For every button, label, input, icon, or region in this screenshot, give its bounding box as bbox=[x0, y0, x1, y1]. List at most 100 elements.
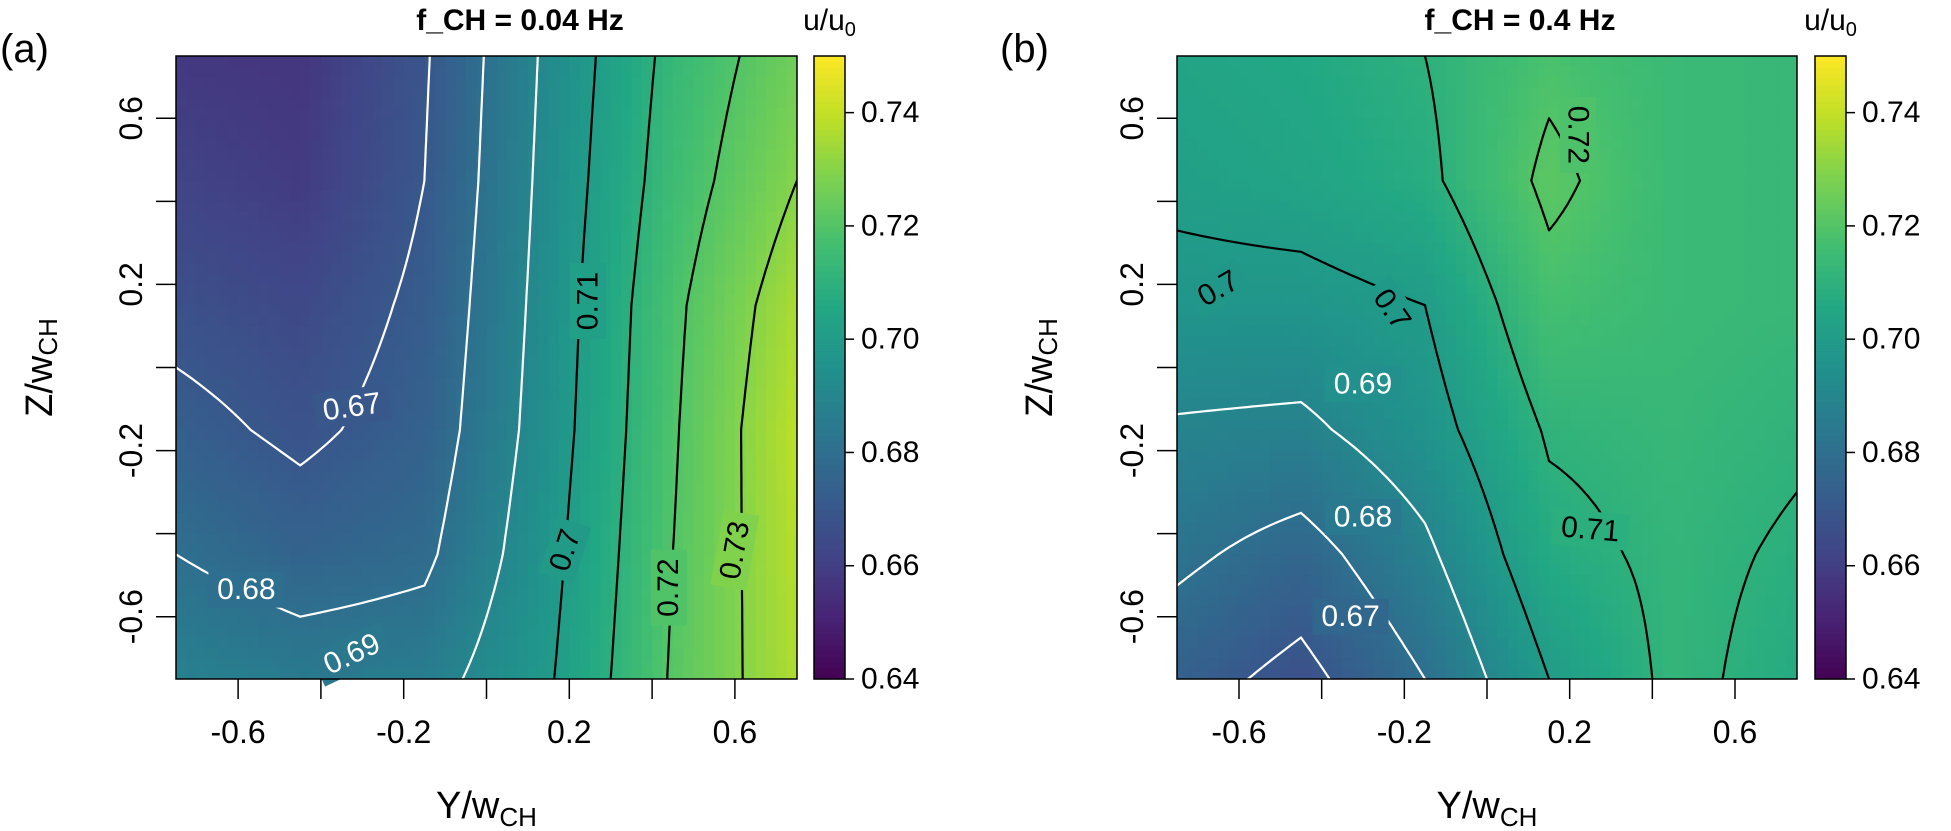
heatmap-cell bbox=[414, 139, 425, 151]
heatmap-cell bbox=[434, 440, 446, 452]
heatmap-cell bbox=[310, 336, 322, 348]
heatmap-cell bbox=[1621, 253, 1633, 265]
heatmap-cell bbox=[1590, 242, 1602, 254]
heatmap-cell bbox=[217, 658, 229, 670]
heatmap-cell bbox=[1745, 232, 1757, 244]
heatmap-cell bbox=[424, 346, 436, 358]
heatmap-cell bbox=[1466, 66, 1478, 78]
heatmap-cell bbox=[393, 440, 405, 452]
heatmap-cell bbox=[579, 97, 591, 109]
heatmap-cell bbox=[693, 460, 705, 472]
heatmap-cell bbox=[1280, 66, 1292, 78]
heatmap-cell bbox=[248, 544, 260, 555]
heatmap-cell bbox=[672, 159, 684, 171]
heatmap-cell bbox=[351, 118, 363, 130]
heatmap-cell bbox=[538, 336, 550, 348]
heatmap-cell bbox=[1466, 87, 1478, 99]
heatmap-cell bbox=[351, 97, 363, 109]
heatmap-cell bbox=[734, 294, 746, 306]
heatmap-cell bbox=[496, 87, 508, 99]
heatmap-cell bbox=[1518, 66, 1529, 78]
heatmap-cell bbox=[786, 388, 797, 400]
heatmap-cell bbox=[703, 97, 715, 109]
heatmap-cell bbox=[227, 159, 239, 171]
heatmap-cell bbox=[279, 357, 291, 369]
heatmap-cell bbox=[1652, 232, 1664, 244]
heatmap-cell bbox=[621, 668, 632, 679]
heatmap-cell bbox=[269, 190, 281, 202]
heatmap-cell bbox=[1270, 159, 1281, 171]
heatmap-cell bbox=[372, 429, 384, 441]
heatmap-cell bbox=[755, 398, 767, 410]
heatmap-cell bbox=[434, 315, 446, 327]
heatmap-cell bbox=[341, 190, 353, 202]
heatmap-cell bbox=[269, 336, 281, 348]
heatmap-cell bbox=[362, 242, 374, 254]
heatmap-cell bbox=[476, 274, 488, 286]
heatmap-cell bbox=[300, 544, 312, 555]
heatmap-cell bbox=[1766, 222, 1777, 234]
heatmap-cell bbox=[207, 658, 218, 670]
heatmap-cell bbox=[558, 585, 570, 597]
heatmap-cell bbox=[320, 107, 332, 119]
heatmap-cell bbox=[734, 595, 746, 607]
heatmap-cell bbox=[1704, 170, 1715, 182]
heatmap-cell bbox=[703, 325, 715, 337]
heatmap-cell bbox=[1590, 76, 1602, 88]
heatmap-cell bbox=[517, 159, 529, 171]
heatmap-cell bbox=[465, 367, 477, 379]
heatmap-cell bbox=[1724, 201, 1736, 213]
heatmap-cell bbox=[258, 263, 270, 275]
heatmap-cell bbox=[279, 388, 291, 400]
heatmap-cell bbox=[776, 388, 788, 400]
heatmap-cell bbox=[590, 450, 601, 462]
heatmap-cell bbox=[569, 139, 581, 151]
heatmap-cell bbox=[238, 564, 250, 576]
heatmap-cell bbox=[445, 170, 457, 182]
heatmap-cell bbox=[289, 544, 301, 555]
heatmap-cell bbox=[310, 242, 322, 254]
heatmap-cell bbox=[662, 201, 674, 213]
heatmap-cell bbox=[786, 315, 797, 327]
heatmap-cell bbox=[1621, 222, 1633, 234]
heatmap-cell bbox=[362, 616, 374, 628]
heatmap-cell bbox=[1187, 56, 1199, 67]
heatmap-cell bbox=[652, 128, 664, 140]
heatmap-cell bbox=[207, 564, 218, 576]
heatmap-cell bbox=[1600, 190, 1612, 202]
heatmap-cell bbox=[1507, 66, 1519, 78]
heatmap-cell bbox=[641, 87, 653, 99]
heatmap-cell bbox=[600, 658, 612, 670]
heatmap-cell bbox=[1724, 242, 1736, 254]
heatmap-cell bbox=[1652, 222, 1664, 234]
heatmap-cell bbox=[310, 481, 322, 493]
heatmap-cell bbox=[217, 388, 229, 400]
heatmap-cell bbox=[776, 575, 788, 587]
heatmap-cell bbox=[227, 429, 239, 441]
heatmap-cell bbox=[403, 440, 415, 452]
heatmap-cell bbox=[1662, 180, 1674, 192]
heatmap-cell bbox=[279, 325, 291, 337]
heatmap-cell bbox=[1538, 76, 1550, 88]
heatmap-cell bbox=[558, 502, 570, 514]
heatmap-cell bbox=[548, 471, 560, 483]
heatmap-cell bbox=[1187, 66, 1199, 78]
heatmap-cell bbox=[610, 512, 622, 524]
heatmap-cell bbox=[1786, 76, 1797, 88]
heatmap-cell bbox=[600, 523, 612, 535]
heatmap-cell bbox=[372, 595, 384, 607]
heatmap-cell bbox=[1177, 107, 1188, 119]
heatmap-cell bbox=[693, 627, 705, 639]
heatmap-cell bbox=[548, 585, 560, 597]
heatmap-cell bbox=[755, 211, 767, 223]
heatmap-cell bbox=[507, 554, 519, 566]
heatmap-cell bbox=[517, 627, 529, 639]
heatmap-cell bbox=[1714, 201, 1726, 213]
heatmap-cell bbox=[1497, 149, 1509, 161]
heatmap-cell bbox=[776, 627, 788, 639]
y-tick-label: 0.6 bbox=[113, 96, 149, 140]
heatmap-cell bbox=[1507, 87, 1519, 99]
heatmap-cell bbox=[238, 440, 250, 452]
heatmap-cell bbox=[434, 180, 446, 192]
heatmap-cell bbox=[734, 409, 746, 421]
